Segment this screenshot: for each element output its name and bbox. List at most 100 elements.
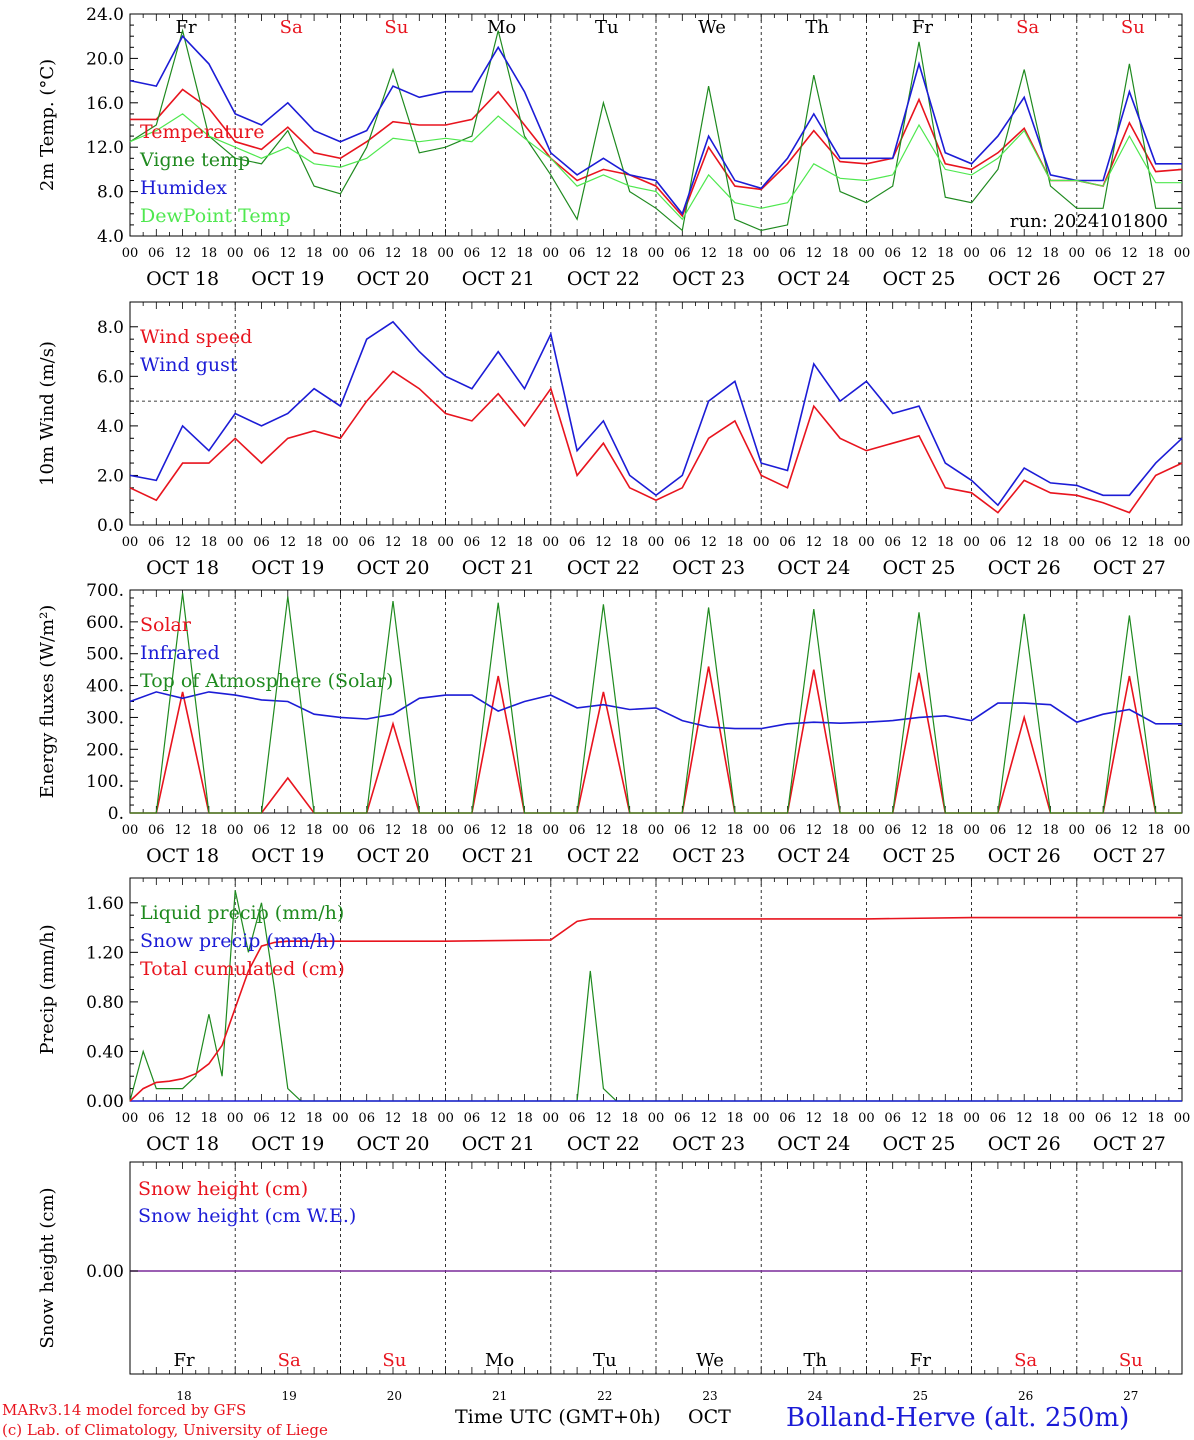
series-top-of-atmosphere-solar- [130,593,1182,814]
date-label: OCT 20 [356,557,429,579]
hour-tick-label: 18 [832,535,849,550]
hour-tick-label: 00 [227,535,244,550]
hour-tick-label: 00 [332,246,349,261]
hour-tick-label: 12 [174,823,191,838]
hour-tick-label: 18 [621,246,638,261]
weekday-label: Fr [173,1350,194,1371]
date-label: OCT 26 [988,1133,1061,1155]
weekday-label: Th [805,17,829,38]
weekday-label: Su [1121,17,1145,38]
weekday-label: Sa [1014,1350,1037,1371]
hour-tick-label: 12 [1121,1111,1138,1126]
hour-tick-label: 00 [122,823,139,838]
hour-tick-label: 12 [911,1111,928,1126]
legend-entry: Snow height (cm W.E.) [138,1205,356,1227]
hour-tick-label: 12 [385,246,402,261]
date-label: OCT 18 [146,845,219,867]
hour-tick-label: 18 [201,535,218,550]
hour-tick-label: 00 [753,823,770,838]
hour-tick-label: 00 [437,1111,454,1126]
hour-tick-label: 00 [858,823,875,838]
date-label: OCT 24 [777,557,850,579]
hour-tick-label: 18 [937,1111,954,1126]
hour-tick-label: 00 [648,535,665,550]
weekday-label: Su [384,17,408,38]
y-tick-label: 24.0 [86,5,124,25]
legend-entry: Wind gust [140,354,238,376]
hour-tick-label: 18 [306,535,323,550]
station-name: Bolland-Herve (alt. 250m) [786,1403,1129,1433]
hour-tick-label: 18 [201,1111,218,1126]
hour-tick-label: 00 [437,246,454,261]
hour-tick-label: 00 [332,823,349,838]
hour-tick-label: 12 [700,1111,717,1126]
hour-tick-label: 06 [1095,1111,1112,1126]
date-label: OCT 22 [567,1133,640,1155]
hour-tick-label: 18 [1147,823,1164,838]
hour-tick-label: 12 [1016,246,1033,261]
weekday-label: Sa [280,17,303,38]
hour-tick-label: 00 [122,1111,139,1126]
hour-tick-label: 06 [148,535,165,550]
hour-tick-label: 18 [1147,246,1164,261]
hour-tick-label: 12 [595,823,612,838]
y-tick-label: 2.0 [97,466,124,486]
model-credit: MARv3.14 model forced by GFS [2,1401,246,1419]
legend-entry: Solar [140,614,192,636]
hour-tick-label: 00 [227,1111,244,1126]
date-label: OCT 26 [988,268,1061,290]
hour-tick-label: 00 [227,246,244,261]
weekday-label: Mo [485,1350,514,1371]
hour-tick-label: 00 [858,1111,875,1126]
hour-tick-label: 06 [569,1111,586,1126]
hour-tick-label: 06 [569,823,586,838]
hour-tick-label: 00 [543,246,560,261]
hour-tick-label: 12 [490,1111,507,1126]
hour-tick-label: 18 [1042,535,1059,550]
day-number-label: 23 [702,1389,717,1403]
series-temperature [130,88,1183,218]
date-label: OCT 27 [1093,268,1166,290]
hour-tick-label: 06 [464,823,481,838]
hour-tick-label: 06 [148,246,165,261]
series-humidex [129,34,1182,216]
hour-tick-label: 00 [963,535,980,550]
hour-tick-label: 12 [806,1111,823,1126]
date-label: OCT 22 [567,845,640,867]
hour-tick-label: 06 [990,1111,1007,1126]
date-label: OCT 24 [777,845,850,867]
hour-tick-label: 12 [385,823,402,838]
date-label: OCT 22 [567,557,640,579]
hour-tick-label: 18 [727,246,744,261]
day-number-label: 24 [808,1389,824,1403]
hour-tick-label: 12 [280,246,297,261]
y-tick-label: 6.0 [97,367,124,387]
hour-tick-label: 18 [306,246,323,261]
date-label: OCT 23 [672,1133,745,1155]
hour-tick-label: 12 [1016,535,1033,550]
date-label: OCT 21 [462,845,535,867]
hour-tick-label: 18 [621,535,638,550]
y-tick-label: 300. [86,708,124,728]
legend-entry: Top of Atmosphere (Solar) [140,670,393,692]
hour-tick-label: 12 [700,823,717,838]
hour-tick-label: 12 [595,246,612,261]
hour-tick-label: 06 [358,823,375,838]
hour-tick-label: 06 [253,1111,270,1126]
hour-tick-label: 00 [543,1111,560,1126]
series-total-cumulated-cm- [129,916,1182,1102]
day-number-label: 22 [597,1389,612,1403]
hour-tick-label: 00 [227,823,244,838]
weekday-label: Su [382,1350,406,1371]
hour-tick-label: 00 [437,823,454,838]
day-number-label: 18 [176,1389,191,1403]
hour-tick-label: 00 [753,246,770,261]
day-number-label: 27 [1123,1389,1138,1403]
hour-tick-label: 12 [911,823,928,838]
weekday-label: Su [1119,1350,1143,1371]
date-label: OCT 18 [146,1133,219,1155]
y-tick-label: 0.0 [97,516,124,536]
panel-3: 0. 100. 200. 300. 400. 500. 600. 700. Energy flu… [37,581,1190,867]
y-tick-label: 1.60 [86,894,124,914]
